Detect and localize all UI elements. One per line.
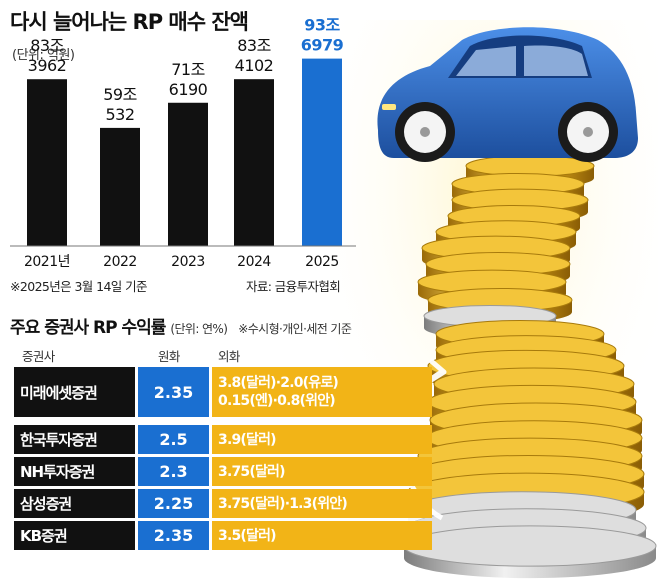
fx-rate-line: 3.75(달러) xyxy=(218,463,286,480)
won-rate: 2.5 xyxy=(138,425,209,454)
bar-value-label: 83조 xyxy=(30,36,64,55)
table-title-text: 주요 증권사 RP 수익률 xyxy=(10,318,166,338)
bar-value-label: 6190 xyxy=(169,80,208,99)
header-company: 증권사 xyxy=(22,349,55,364)
table-row: 한국투자증권 2.5 3.9(달러) xyxy=(14,425,432,454)
chart-title: 다시 늘어나는 RP 매수 잔액 xyxy=(10,10,249,34)
category-label: 2025 xyxy=(305,254,339,270)
header-won: 원화 xyxy=(158,349,180,364)
coin-stack-car-illustration xyxy=(330,20,658,585)
header-fx: 외화 xyxy=(218,349,240,364)
fx-rate: 3.75(달러)·1.3(위안) xyxy=(212,489,432,518)
bar-2022 xyxy=(100,127,140,246)
fx-rate-line: 3.75(달러)·1.3(위안) xyxy=(218,495,348,512)
bar-value-label: 59조 xyxy=(103,85,137,104)
chart-unit: (단위: 억원) xyxy=(12,48,75,63)
won-rate: 2.25 xyxy=(138,489,209,518)
bar-value-label: 93조 xyxy=(304,16,340,35)
table-row: 미래에셋증권 2.35 3.8(달러)·2.0(유로) 0.15(엔)·0.8(위안) xyxy=(14,367,432,417)
chart-note: ※2025년은 3월 14일 기준 xyxy=(10,279,147,294)
company-name: NH투자증권 xyxy=(14,457,135,486)
fx-rate: 3.9(달러) xyxy=(212,425,432,454)
fx-rate: 3.5(달러) xyxy=(212,521,432,550)
won-rate: 2.3 xyxy=(138,457,209,486)
bar-value-label: 4102 xyxy=(235,56,274,75)
bar-chart: 83조39622021년59조532202271조6190202383조4102… xyxy=(10,16,356,270)
bar-value-label: 532 xyxy=(105,105,134,124)
bar-value-label: 83조 xyxy=(237,36,271,55)
fx-rate: 3.75(달러) xyxy=(212,457,432,486)
table-row: KB증권 2.35 3.5(달러) xyxy=(14,521,432,550)
fx-rate-line: 0.15(엔)·0.8(위안) xyxy=(218,393,336,409)
category-label: 2024 xyxy=(237,254,271,270)
bar-2023 xyxy=(168,102,208,247)
category-label: 2022 xyxy=(103,254,137,270)
chart-source: 자료: 금융투자협회 xyxy=(246,279,341,294)
table-title: 주요 증권사 RP 수익률 (단위: 연%) ※수시형·개인·세전 기준 xyxy=(10,313,352,338)
coin-face xyxy=(403,525,657,567)
table-unit: (단위: 연%) xyxy=(170,322,228,336)
bar-value-label: 6979 xyxy=(301,36,344,55)
company-name: 한국투자증권 xyxy=(14,425,135,454)
bar-2024 xyxy=(234,79,274,247)
company-name: 미래에셋증권 xyxy=(14,367,135,417)
category-label: 2021년 xyxy=(24,254,70,270)
won-rate: 2.35 xyxy=(138,367,209,417)
fx-rate-line: 3.8(달러)·2.0(유로) xyxy=(218,375,339,391)
fx-rate-line: 3.5(달러) xyxy=(218,527,277,544)
bar-value-label: 71조 xyxy=(171,60,205,79)
fx-rate-line: 3.9(달러) xyxy=(218,431,277,448)
company-name: 삼성증권 xyxy=(14,489,135,518)
bar-value-label: 3962 xyxy=(28,56,67,75)
table-row: 삼성증권 2.25 3.75(달러)·1.3(위안) xyxy=(14,489,432,518)
table-row: NH투자증권 2.3 3.75(달러) xyxy=(14,457,432,486)
bar-2021년 xyxy=(27,79,67,246)
table-note: ※수시형·개인·세전 기준 xyxy=(238,322,352,336)
won-rate: 2.35 xyxy=(138,521,209,550)
bar-2025 xyxy=(302,58,342,246)
company-name: KB증권 xyxy=(14,521,135,550)
car-icon xyxy=(377,27,638,162)
fx-rate: 3.8(달러)·2.0(유로) 0.15(엔)·0.8(위안) xyxy=(212,367,432,417)
category-label: 2023 xyxy=(171,254,205,270)
